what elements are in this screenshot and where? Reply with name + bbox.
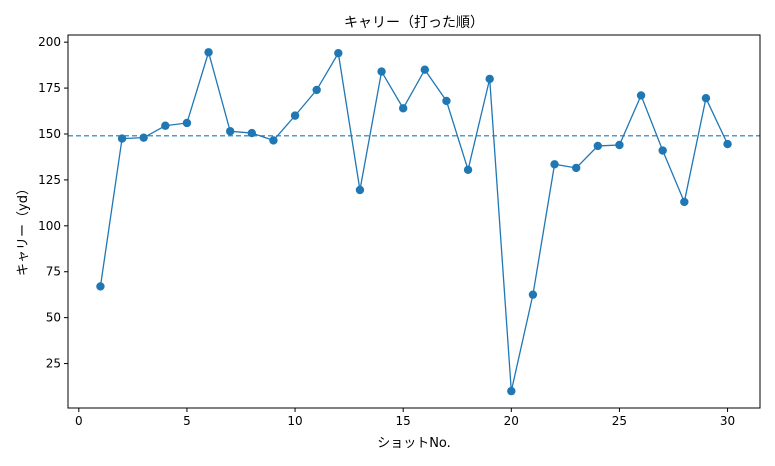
- data-point: [312, 85, 321, 95]
- data-point: [182, 118, 192, 128]
- data-point: [658, 146, 667, 155]
- y-tick-label: 150: [38, 127, 61, 141]
- x-tick-label: 15: [396, 414, 411, 428]
- data-point: [615, 140, 624, 150]
- y-tick-label: 25: [46, 357, 61, 371]
- data-point: [290, 111, 300, 120]
- series-line: [99, 49, 729, 392]
- y-tick-label: 125: [38, 173, 61, 187]
- x-tick-label: 25: [612, 414, 627, 428]
- data-point: [528, 290, 538, 299]
- y-tick-label: 100: [38, 219, 61, 233]
- x-tick-label: 0: [75, 414, 83, 428]
- data-point: [701, 93, 711, 103]
- y-tick-label: 200: [38, 35, 61, 49]
- y-tick-label: 175: [38, 81, 61, 95]
- y-tick-label: 50: [46, 311, 61, 325]
- plot-area: 0 5 10 15 20 25 30 25 50 75 100 125 150 175 200: [38, 34, 761, 428]
- data-point: [485, 74, 494, 84]
- data-point: [593, 141, 603, 151]
- data-point: [463, 165, 473, 175]
- x-tick-label: 30: [720, 414, 735, 428]
- data-point: [269, 136, 278, 145]
- data-point: [550, 160, 559, 169]
- data-point: [680, 197, 689, 207]
- plot-frame: [67, 34, 761, 409]
- data-point: [355, 185, 365, 195]
- data-point: [636, 91, 646, 100]
- data-point: [442, 96, 451, 106]
- data-point: [507, 386, 516, 396]
- x-tick-label: 10: [287, 414, 302, 428]
- data-point: [334, 48, 343, 58]
- data-point: [247, 128, 257, 138]
- data-point: [204, 48, 213, 57]
- data-point: [723, 139, 732, 149]
- data-point: [398, 104, 408, 113]
- y-tick-label: 75: [46, 265, 61, 279]
- y-axis-label: キャリー（yd）: [16, 182, 31, 276]
- data-point: [571, 163, 581, 173]
- data-point: [117, 134, 127, 143]
- x-tick-label: 5: [183, 414, 191, 428]
- chart-title: キャリー（打った順）: [344, 14, 484, 31]
- data-point: [139, 133, 148, 142]
- data-point: [377, 67, 386, 76]
- data-point: [225, 127, 235, 136]
- data-point: [96, 282, 105, 291]
- x-axis-label: ショットNo.: [377, 436, 451, 451]
- data-point: [420, 65, 430, 74]
- data-point: [161, 121, 170, 130]
- x-tick-label: 20: [504, 414, 519, 428]
